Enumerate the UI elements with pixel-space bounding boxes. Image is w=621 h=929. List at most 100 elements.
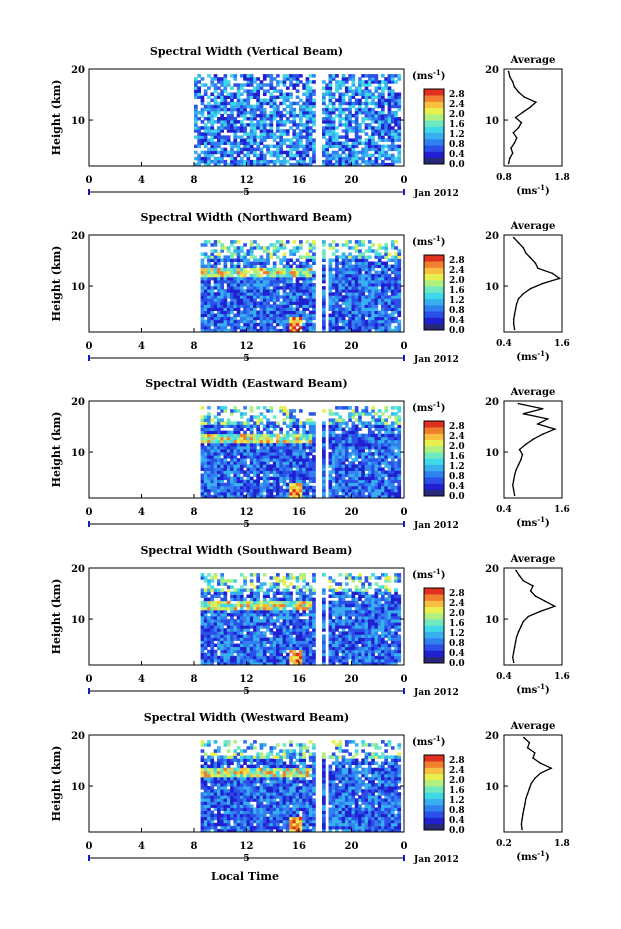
heatmap-cell bbox=[377, 458, 382, 462]
heatmap-cell bbox=[285, 310, 290, 315]
heatmap-cell bbox=[253, 658, 257, 663]
heatmap-cell bbox=[328, 77, 333, 81]
heatmap-cell bbox=[243, 473, 247, 477]
heatmap-cell bbox=[253, 485, 257, 490]
heatmap-cell bbox=[374, 255, 379, 259]
heatmap-cell bbox=[230, 452, 234, 456]
heatmap-cell bbox=[387, 461, 392, 465]
heatmap-cell bbox=[285, 240, 290, 244]
heatmap-cell bbox=[249, 461, 254, 465]
heatmap-cell bbox=[394, 252, 398, 256]
heatmap-cell bbox=[367, 276, 372, 281]
heatmap-cell bbox=[351, 304, 356, 308]
heatmap-cell bbox=[354, 98, 359, 103]
average-profile-point bbox=[522, 292, 525, 295]
heatmap-cell bbox=[272, 101, 277, 106]
heatmap-cell bbox=[236, 482, 241, 487]
heatmap-cell bbox=[230, 467, 234, 471]
heatmap-cell bbox=[266, 452, 270, 456]
heatmap-cell bbox=[387, 322, 392, 327]
heatmap-cell bbox=[249, 433, 254, 438]
heatmap-cell bbox=[262, 123, 267, 127]
heatmap-cell bbox=[358, 86, 362, 90]
heatmap-cell bbox=[269, 313, 274, 318]
heatmap-cell bbox=[207, 658, 211, 663]
heatmap-cell bbox=[249, 117, 254, 121]
heatmap-cell bbox=[217, 661, 221, 666]
heatmap-cell bbox=[305, 113, 310, 118]
heatmap-cell bbox=[381, 295, 385, 299]
heatmap-cell bbox=[217, 325, 221, 330]
heatmap-cell bbox=[348, 120, 352, 124]
heatmap-cell bbox=[367, 279, 372, 284]
heatmap-cell bbox=[381, 467, 385, 471]
heatmap-cell bbox=[302, 649, 306, 654]
heatmap-cell bbox=[361, 494, 365, 499]
heatmap-cell bbox=[249, 138, 254, 142]
heatmap-cell bbox=[384, 455, 388, 459]
heatmap-cell bbox=[217, 658, 221, 663]
heatmap-cell bbox=[226, 470, 231, 474]
heatmap-cell bbox=[367, 322, 372, 327]
heatmap-cell bbox=[269, 298, 274, 302]
heatmap-cell bbox=[259, 322, 264, 327]
heatmap-cell bbox=[249, 113, 254, 118]
heatmap-cell bbox=[223, 98, 228, 103]
heatmap-cell bbox=[197, 89, 201, 93]
heatmap-cell bbox=[272, 283, 277, 287]
heatmap-cell bbox=[194, 135, 198, 139]
heatmap-cell bbox=[381, 655, 385, 660]
heatmap-cell bbox=[226, 649, 231, 654]
y-tick-label: 10 bbox=[71, 448, 85, 459]
heatmap-cell bbox=[374, 494, 379, 499]
heatmap-cell bbox=[364, 328, 369, 333]
heatmap-cell bbox=[338, 113, 343, 118]
heatmap-cell bbox=[249, 436, 254, 441]
heatmap-cell bbox=[364, 661, 369, 666]
heatmap-cell bbox=[276, 494, 280, 499]
heatmap-cell bbox=[351, 159, 356, 164]
heatmap-cell bbox=[328, 283, 333, 287]
heatmap-cell bbox=[348, 415, 352, 419]
heatmap-cell bbox=[377, 132, 382, 136]
heatmap-cell bbox=[331, 74, 336, 78]
heatmap-cell bbox=[289, 307, 293, 311]
heatmap-cell bbox=[217, 101, 221, 106]
heatmap-cell bbox=[292, 455, 297, 459]
heatmap-cell bbox=[266, 295, 270, 299]
heatmap-cell bbox=[331, 77, 336, 81]
heatmap-cell bbox=[210, 301, 215, 305]
heatmap-cell bbox=[236, 276, 241, 281]
heatmap-cell bbox=[223, 101, 228, 106]
heatmap-cell bbox=[207, 289, 211, 293]
heatmap-cell bbox=[200, 427, 205, 431]
heatmap-cell bbox=[230, 110, 234, 115]
heatmap-cell bbox=[397, 283, 402, 287]
heatmap-cell bbox=[322, 240, 326, 244]
heatmap-cell bbox=[279, 273, 283, 278]
heatmap-cell bbox=[213, 132, 218, 136]
heatmap-cell bbox=[331, 479, 336, 484]
heatmap-cell bbox=[269, 637, 274, 641]
heatmap-cell bbox=[200, 283, 205, 287]
heatmap-cell bbox=[203, 322, 208, 327]
heatmap-cell bbox=[387, 464, 392, 468]
heatmap-cell bbox=[348, 316, 352, 321]
heatmap-cell bbox=[390, 452, 395, 456]
heatmap-cell bbox=[249, 445, 254, 450]
heatmap-cell bbox=[364, 267, 369, 272]
heatmap-cell bbox=[295, 264, 300, 269]
heatmap-cell bbox=[381, 476, 385, 481]
heatmap-cell bbox=[338, 307, 343, 311]
heatmap-cell bbox=[364, 640, 369, 644]
heatmap-cell bbox=[361, 298, 365, 302]
heatmap-cell bbox=[377, 252, 382, 256]
heatmap-cell bbox=[328, 295, 333, 299]
heatmap-cell bbox=[253, 113, 257, 118]
heatmap-cell bbox=[358, 433, 362, 438]
heatmap-cell bbox=[249, 467, 254, 471]
heatmap-cell bbox=[246, 95, 251, 99]
heatmap-cell bbox=[292, 156, 297, 161]
heatmap-cell bbox=[223, 482, 228, 487]
heatmap-cell bbox=[276, 126, 280, 130]
